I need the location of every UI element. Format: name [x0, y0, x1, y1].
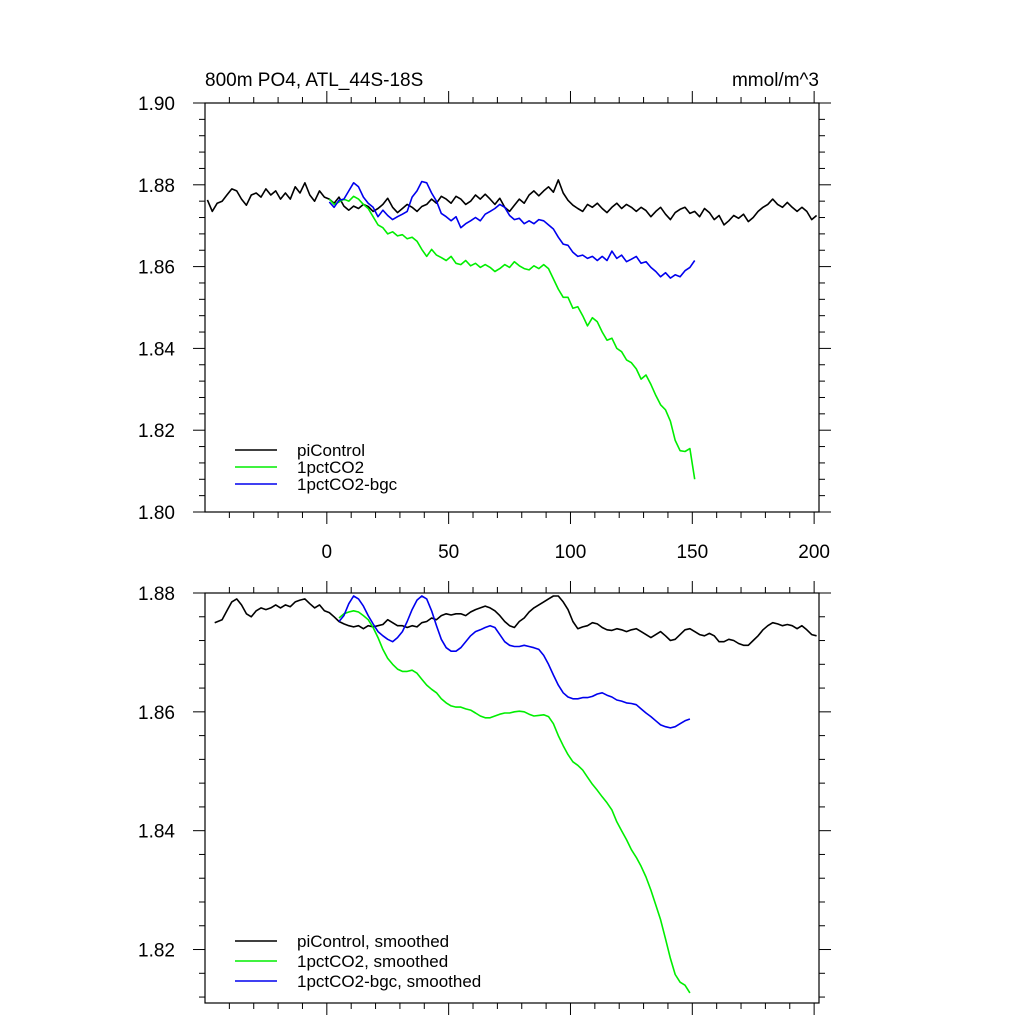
top-plot-frame [204, 102, 820, 513]
legend-label: piControl [297, 441, 365, 460]
top-panel: 800m PO4, ATL_44S-18S mmol/m^3 0 50 100 150… [138, 70, 831, 563]
bottom-plot-lines [214, 595, 817, 994]
legend-label: piControl, smoothed [297, 932, 449, 951]
y-tick-label: 1.82 [138, 421, 175, 442]
y-tick-label: 1.88 [138, 584, 175, 605]
bottom-panel: 1.821.841.861.88 piControl, smoothed1pct… [138, 581, 831, 1015]
series-line-2 [328, 180, 696, 279]
x-tick-label: 50 [438, 542, 459, 563]
top-plot-lines [206, 179, 818, 480]
bottom-axis-ticks: 1.82 1.84 1.86 1.88 [138, 581, 831, 1015]
x-tick-label: 200 [798, 542, 830, 563]
y-tick-label: 1.86 [138, 703, 175, 724]
top-axis-ticks: 0 50 100 150 200 1.80 1.82 1.84 1.86 1.88 1.90 [138, 91, 831, 563]
y-tick-label: 1.84 [138, 822, 175, 843]
y-tick-label: 1.86 [138, 258, 175, 279]
y-tick-label: 1.84 [138, 339, 175, 360]
y-tick-label: 1.80 [138, 503, 175, 524]
y-tick-label: 1.82 [138, 941, 175, 962]
series-line-1 [328, 195, 696, 480]
bottom-plot-frame [204, 592, 820, 1004]
chart-title: 800m PO4, ATL_44S-18S [205, 70, 423, 91]
y-tick-label: 1.88 [138, 176, 175, 197]
y-tick-label: 1.90 [138, 94, 175, 115]
legend-label: 1pctCO2-bgc, smoothed [297, 972, 481, 991]
series-line-1 [338, 610, 691, 994]
x-tick-label: 0 [322, 542, 333, 563]
series-line-0 [214, 595, 817, 647]
unit-label: mmol/m^3 [732, 70, 819, 91]
legend-label: 1pctCO2, smoothed [297, 952, 448, 971]
legend-label: 1pctCO2 [297, 458, 364, 477]
series-line-0 [206, 179, 818, 226]
x-tick-label: 100 [555, 542, 587, 563]
legend-label: 1pctCO2-bgc [297, 475, 398, 494]
x-tick-label: 150 [676, 542, 708, 563]
series-line-2 [338, 595, 691, 729]
